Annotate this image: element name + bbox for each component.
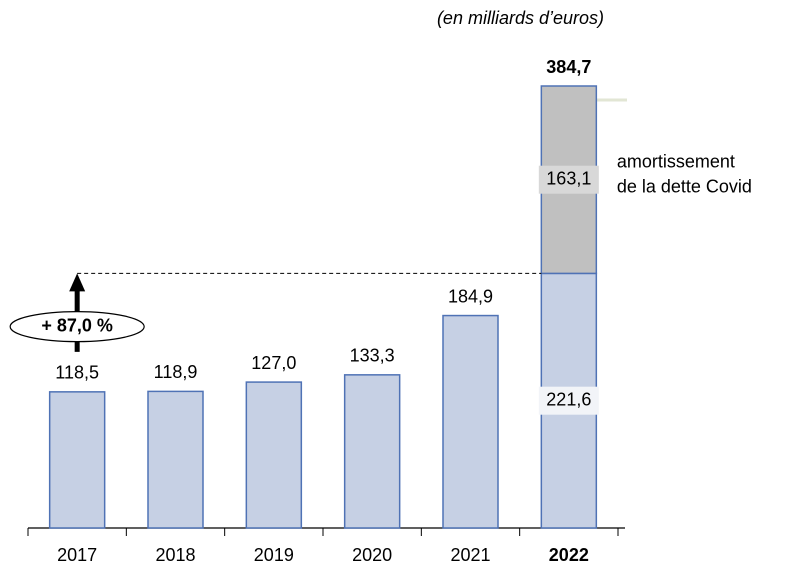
annotation-ellipse bbox=[9, 311, 145, 343]
chart-subtitle: (en milliards d’euros) bbox=[437, 8, 604, 28]
label-background bbox=[538, 386, 599, 415]
value-label: 127,0 bbox=[251, 353, 296, 373]
value-label: 133,3 bbox=[350, 346, 395, 366]
value-label: 118,5 bbox=[55, 363, 99, 383]
x-tick-label: 2017 bbox=[57, 545, 97, 565]
value-label: 118,9 bbox=[154, 362, 198, 382]
value-label: 163,1 bbox=[546, 168, 591, 188]
bar-segment bbox=[442, 314, 499, 529]
legend-label: amortissement bbox=[617, 151, 735, 171]
value-label: 221,6 bbox=[546, 389, 591, 409]
x-tick-label: 2019 bbox=[254, 545, 294, 565]
value-label: 184,9 bbox=[448, 286, 493, 306]
bar-segment bbox=[245, 381, 303, 529]
label-background bbox=[538, 165, 599, 194]
x-tick-label: 2020 bbox=[352, 545, 392, 565]
bar-segment bbox=[147, 390, 204, 529]
bar-segment bbox=[48, 391, 106, 529]
bar-segment bbox=[343, 374, 401, 529]
x-tick-label: 2021 bbox=[450, 545, 490, 565]
arrow-head bbox=[69, 273, 86, 292]
x-tick-label: 2018 bbox=[155, 545, 195, 565]
x-tick-label: 2022 bbox=[549, 545, 589, 565]
total-label: 384,7 bbox=[546, 57, 591, 77]
annotation: + 87,0 % bbox=[41, 315, 113, 335]
legend-label: de la dette Covid bbox=[617, 176, 752, 196]
